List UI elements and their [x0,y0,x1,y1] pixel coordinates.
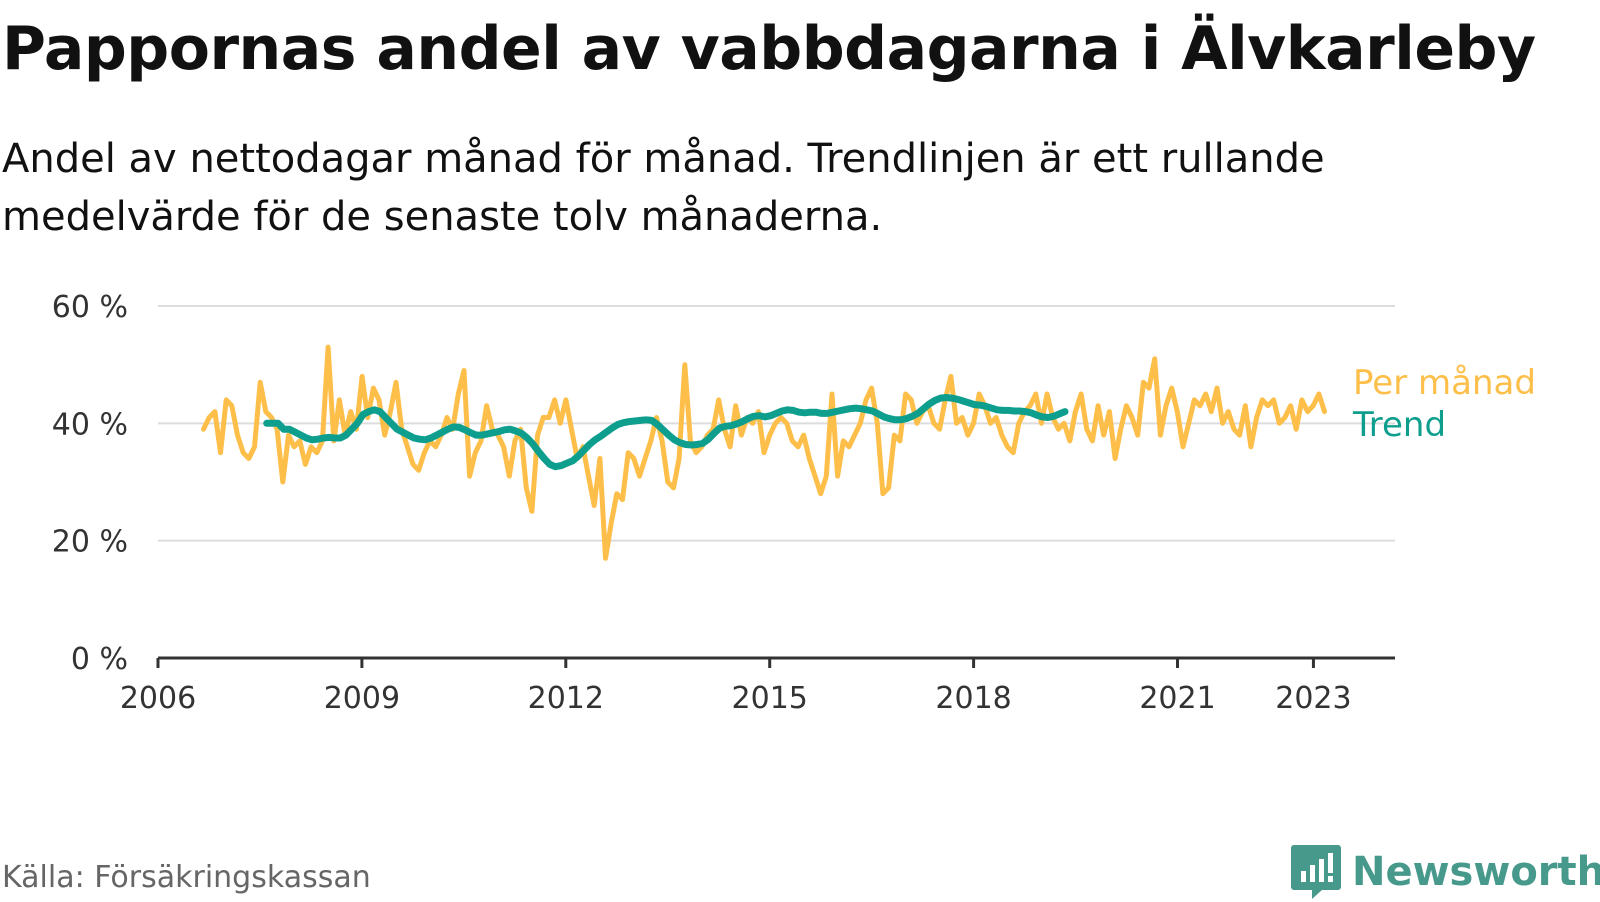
source-note: Källa: Försäkringskassan [2,860,371,895]
y-tick-label: 60 % [52,290,128,325]
x-tick-label: 2023 [1275,681,1351,716]
x-axis: 2006 2009 2012 2015 2018 2021 2023 [120,656,1395,716]
y-tick-label: 0 % [71,642,128,677]
y-tick-label: 40 % [52,407,128,442]
legend-label: Per månad [1353,363,1536,403]
x-tick-label: 2021 [1139,681,1215,716]
series [201,344,1327,561]
brand-name: Newsworthy [1352,849,1600,895]
x-tick-label: 2015 [732,681,808,716]
monthly-series-line [201,344,1327,561]
legend-label: Trend [1352,405,1446,445]
y-axis: 0 % 20 % 40 % 60 % [52,290,128,677]
newsworthy-logo-icon [1291,845,1341,899]
brand-logo: Newsworthy [1290,842,1600,902]
x-tick-label: 2009 [324,681,400,716]
y-tick-label: 20 % [52,525,128,560]
chart-subtitle: Andel av nettodagar månad för månad. Tre… [2,136,1325,240]
x-tick-label: 2018 [935,681,1011,716]
x-tick-label: 2006 [120,681,196,716]
chart-title: Pappornas andel av vabbdagarna i Älvkarl… [2,14,1536,84]
x-tick-label: 2012 [528,681,604,716]
trend-series-line [263,394,1069,471]
